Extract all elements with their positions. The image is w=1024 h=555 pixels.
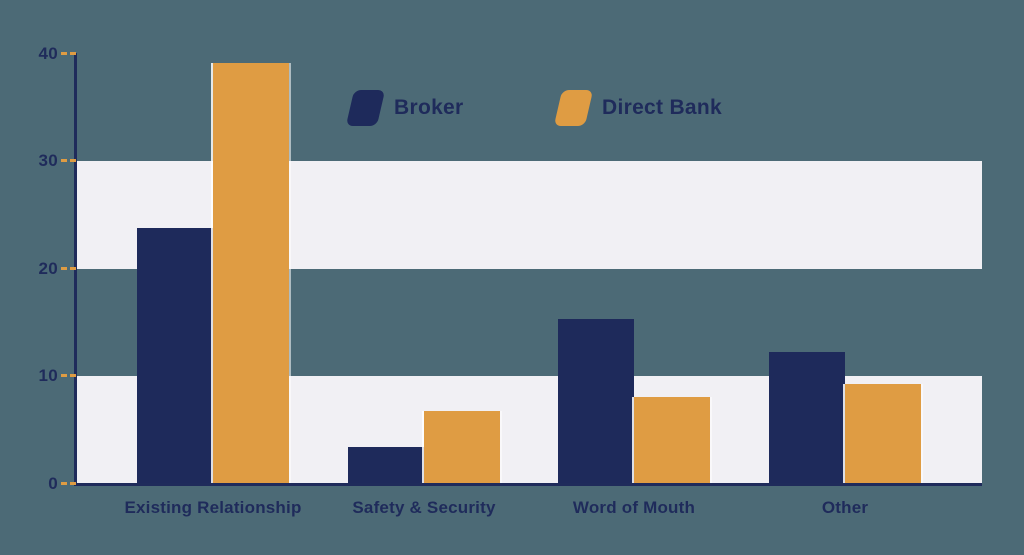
x-axis-line [74,483,982,486]
bar-broker-existing-relationship [137,227,213,484]
y-tick-mark-40 [61,51,76,55]
x-axis-label-other: Other [821,498,869,517]
legend-label-direct-bank: Direct Bank [602,96,723,119]
broker-swatch-icon [345,90,386,126]
y-tick-mark-10 [61,374,76,378]
x-axis-label-word-of-mouth: Word of Mouth [572,498,696,517]
bar-broker-word-of-mouth [558,319,634,484]
bar-broker-other [769,351,845,484]
y-tick-label-30: 30 [38,151,58,171]
legend-item-direct-bank: Direct Bank [553,90,723,126]
y-tick-mark-20 [61,266,76,270]
legend-item-broker: Broker [345,90,464,126]
y-tick-mark-0 [61,482,76,485]
y-tick-mark-30 [61,159,76,163]
bar-direct-bank-existing-relationship [213,63,289,484]
x-axis-label-safety-security: Safety & Security [352,498,496,517]
bar-direct-bank-other [845,383,921,484]
x-axis-label-existing-relationship: Existing Relationship [124,498,302,517]
y-tick-label-20: 20 [38,258,58,278]
bar-direct-bank-safety-security [424,410,500,484]
bar-direct-bank-word-of-mouth [634,396,710,484]
y-tick-label-0: 0 [48,474,58,493]
bar-broker-safety-security [348,447,424,484]
legend-label-broker: Broker [394,96,464,119]
direct-bank-swatch-icon [553,90,594,126]
y-tick-label-10: 10 [38,366,58,386]
y-tick-label-40: 40 [38,43,58,63]
